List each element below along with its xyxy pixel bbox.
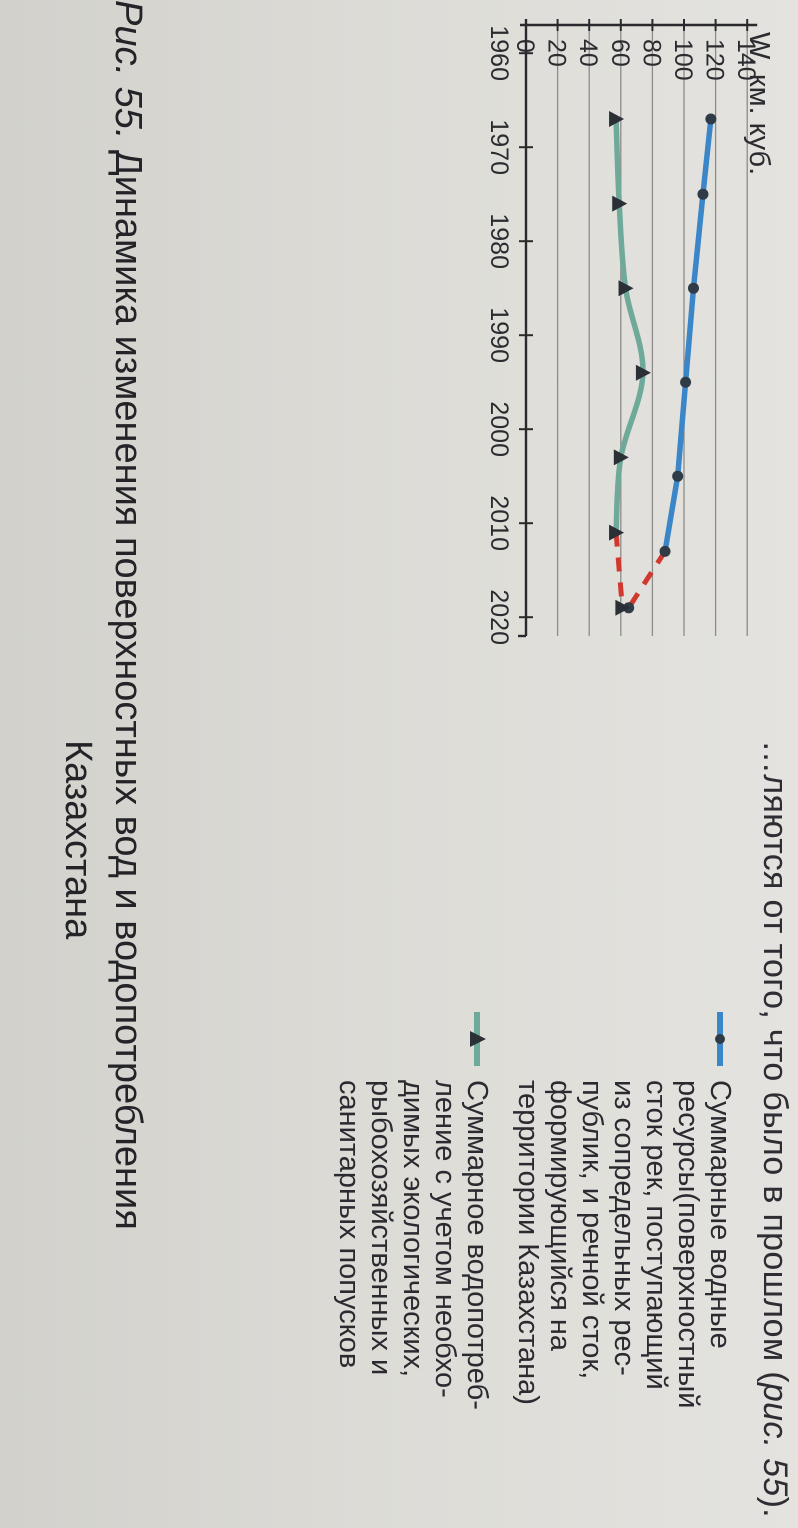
series-0-point-5 <box>659 545 671 557</box>
y-tick-label-80: 80 <box>637 39 665 67</box>
caption-line1: Динамика изменения поверхностных вод и в… <box>107 139 149 1230</box>
series-1-point-3 <box>635 364 651 381</box>
series-1-point-6 <box>615 599 631 616</box>
caption-prefix: Рис. 55. <box>107 0 149 140</box>
y-tick-label-120: 120 <box>701 39 729 81</box>
legend-1-line-2: димых экологических, <box>397 1080 429 1378</box>
legend-0-line-4: публик, и речной сток, <box>576 1080 608 1380</box>
legend-1-line-3: рыбохозяйственных и <box>365 1080 397 1376</box>
legend-marker-triangle-line <box>470 1012 486 1066</box>
x-tick-label-2000: 2000 <box>485 401 513 457</box>
legend-0-line-2: сток рек, поступающий <box>640 1080 672 1390</box>
y-tick-label-20: 20 <box>543 39 571 67</box>
caption-line2: Казахстана <box>57 740 99 940</box>
legend-1-line-1: ление с учетом необхо- <box>429 1080 461 1398</box>
y-tick-label-100: 100 <box>669 39 697 81</box>
series-1-dashed-forecast <box>613 532 625 609</box>
series-0-point-3 <box>680 376 692 388</box>
x-tick-label-2010: 2010 <box>485 495 513 551</box>
series-1-point-5 <box>609 524 625 541</box>
series-0-point-4 <box>672 470 684 482</box>
x-tick-label-1990: 1990 <box>485 307 513 363</box>
legend-0-line-5: формирующийся на <box>544 1080 576 1351</box>
legend-0-line-1: ресурсы(поверхностный <box>672 1080 704 1409</box>
series-0-solid-line <box>662 116 714 555</box>
tick-labels: 0 20 40 60 80 100 120 140 1960 1970 1980 1990 2000 20… <box>485 25 760 645</box>
series-1-point-4 <box>613 449 629 466</box>
series-1-solid-line <box>613 116 646 536</box>
grid-lines <box>556 27 748 636</box>
legend-1-line-0: Суммарное водопотреб- <box>461 1080 493 1410</box>
axes <box>518 19 758 638</box>
y-tick-label-0: 0 <box>511 39 539 53</box>
y-tick-label-140: 140 <box>732 39 760 81</box>
series-0-point-1 <box>697 188 709 200</box>
legend-text-water-consumption: Суммарное водопотреб-ление с учетом необ… <box>333 1080 493 1410</box>
legend-text-water-resources: Суммарные водные ресурсы(поверхностный сто… <box>512 1080 736 1408</box>
series-1-point-0 <box>609 111 625 127</box>
legend-0-line-0: Суммарные водные <box>704 1080 736 1349</box>
series-0-point-0 <box>705 113 717 125</box>
x-tick-label-1960: 1960 <box>485 25 513 81</box>
series-1-point-1 <box>612 195 628 212</box>
x-tick-label-1980: 1980 <box>485 213 513 269</box>
y-tick-label-60: 60 <box>606 39 634 67</box>
x-tick-label-1970: 1970 <box>485 119 513 175</box>
legend-marker-circle-line <box>715 1012 725 1066</box>
y-tick-label-40: 40 <box>574 39 602 67</box>
data-markers <box>609 111 717 616</box>
series-0-point-2 <box>687 282 699 294</box>
series-1-point-2 <box>618 280 634 297</box>
legend-1-line-4: санитарных попусков <box>333 1080 365 1369</box>
legend-0-line-3: из сопредельных рес- <box>608 1080 640 1376</box>
series-0-dashed-forecast <box>626 550 668 610</box>
y-axis-label: W, км. куб. <box>743 32 775 175</box>
series-lines <box>613 116 714 610</box>
x-tick-label-2020: 2020 <box>485 589 513 645</box>
figure-caption: Рис. 55. Динамика изменения поверхностны… <box>53 0 153 1500</box>
legend-0-line-6: территории Казахстана) <box>512 1080 544 1405</box>
